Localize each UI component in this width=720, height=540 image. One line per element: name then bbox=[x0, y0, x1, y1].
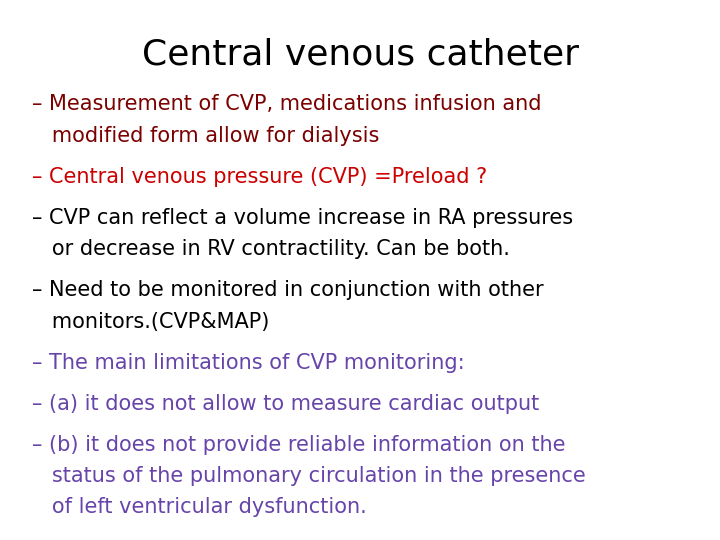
Text: modified form allow for dialysis: modified form allow for dialysis bbox=[32, 126, 379, 146]
Text: – Central venous pressure (CVP) =Preload ?: – Central venous pressure (CVP) =Preload… bbox=[32, 167, 487, 187]
Text: – (a) it does not allow to measure cardiac output: – (a) it does not allow to measure cardi… bbox=[32, 394, 540, 414]
Text: – Measurement of CVP, medications infusion and: – Measurement of CVP, medications infusi… bbox=[32, 94, 542, 114]
Text: – Need to be monitored in conjunction with other: – Need to be monitored in conjunction wi… bbox=[32, 280, 544, 300]
Text: – (b) it does not provide reliable information on the: – (b) it does not provide reliable infor… bbox=[32, 435, 566, 455]
Text: monitors.(CVP&MAP): monitors.(CVP&MAP) bbox=[32, 312, 270, 332]
Text: – The main limitations of CVP monitoring:: – The main limitations of CVP monitoring… bbox=[32, 353, 465, 373]
Text: – CVP can reflect a volume increase in RA pressures: – CVP can reflect a volume increase in R… bbox=[32, 208, 574, 228]
Text: of left ventricular dysfunction.: of left ventricular dysfunction. bbox=[32, 497, 367, 517]
Text: status of the pulmonary circulation in the presence: status of the pulmonary circulation in t… bbox=[32, 466, 586, 486]
Text: Central venous catheter: Central venous catheter bbox=[142, 38, 578, 72]
Text: or decrease in RV contractility. Can be both.: or decrease in RV contractility. Can be … bbox=[32, 239, 510, 259]
